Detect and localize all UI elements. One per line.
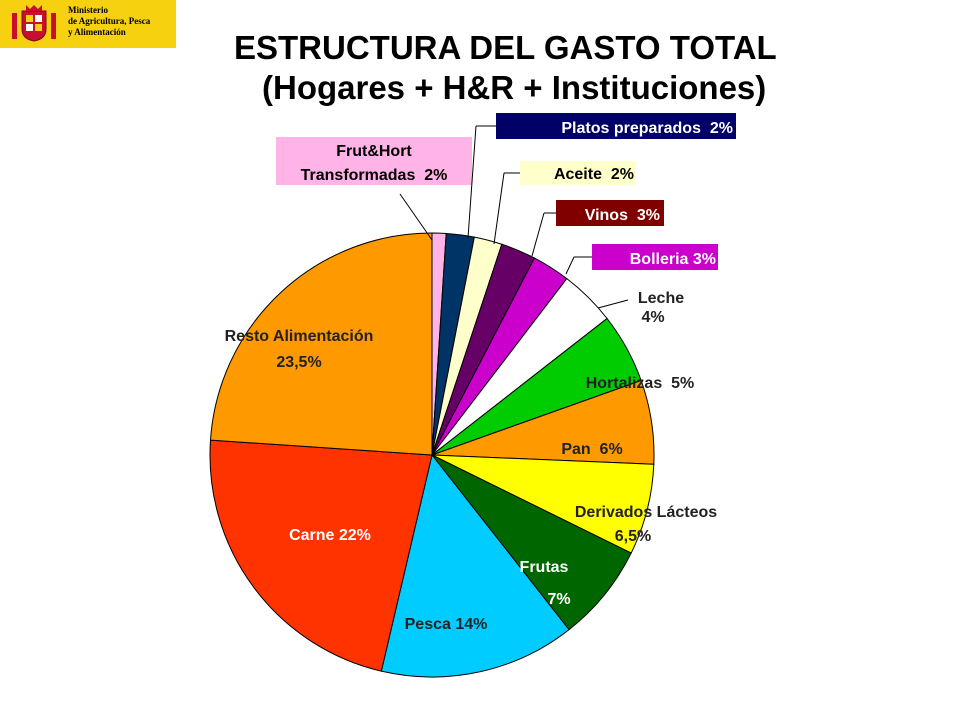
pie-slice-resto-alimentacion	[209, 232, 433, 456]
leader-line-leche	[597, 299, 629, 309]
ministry-logo: Ministerio de Agricultura, Pesca y Alime…	[0, 0, 176, 48]
slice-label-hortalizas: Hortalizas 5%	[586, 375, 694, 392]
ministry-name: Ministerio de Agricultura, Pesca y Alime…	[68, 5, 176, 38]
label-box-bolleria	[592, 244, 718, 270]
pie-slice-frutas	[431, 454, 632, 631]
slice-label-frutas: 7%	[547, 591, 570, 608]
leader-line-aceite	[493, 172, 505, 245]
slice-label-frutas: Frutas	[520, 559, 569, 576]
slice-label-frut-hort-transformadas: Frut&Hort	[336, 143, 412, 160]
slice-label-derivados-lacteos: 6,5%	[615, 528, 651, 545]
chart-title: ESTRUCTURA DEL GASTO TOTAL (Hogares + H&…	[150, 28, 890, 108]
title-line-2: (Hogares + H&R + Instituciones)	[262, 69, 767, 106]
slice-label-vinos: Vinos 3%	[585, 207, 660, 224]
label-box-vinos	[556, 200, 664, 226]
label-box-frut-hort-transformadas	[276, 137, 472, 185]
ministry-line: Ministerio	[68, 5, 108, 15]
label-box-aceite	[520, 161, 636, 185]
ministry-line: de Agricultura, Pesca	[68, 16, 151, 26]
pie-slice-pesca	[380, 453, 570, 678]
slice-label-resto-alimentacion: Resto Alimentación	[225, 328, 374, 345]
leader-line-bolleria	[565, 256, 575, 275]
slice-label-aceite: Aceite 2%	[554, 166, 634, 183]
label-box-platos-preparados	[496, 113, 736, 139]
pie-slice-carne	[209, 439, 433, 672]
slice-label-bolleria: Bolleria 3%	[630, 251, 716, 268]
slice-label-leche: Leche	[638, 290, 684, 307]
title-line-1: ESTRUCTURA DEL GASTO TOTAL	[234, 29, 777, 66]
slice-label-frut-hort-transformadas: Transformadas 2%	[301, 167, 448, 184]
coat-of-arms-icon	[12, 5, 56, 42]
slice-label-pan: Pan 6%	[561, 441, 622, 458]
ministry-line: y Alimentación	[68, 27, 126, 37]
leader-line-vinos	[531, 212, 545, 257]
slice-label-derivados-lacteos: Derivados Lácteos	[575, 504, 717, 521]
slice-label-platos-preparados: Platos preparados 2%	[561, 120, 733, 137]
leader-line-platos-preparados	[467, 125, 477, 239]
leader-line-frut-hort-transformadas	[399, 193, 433, 241]
slice-label-resto-alimentacion: 23,5%	[276, 354, 321, 371]
slice-label-pesca: Pesca 14%	[405, 616, 488, 633]
slice-label-carne: Carne 22%	[289, 527, 371, 544]
slice-label-leche: 4%	[641, 309, 664, 326]
